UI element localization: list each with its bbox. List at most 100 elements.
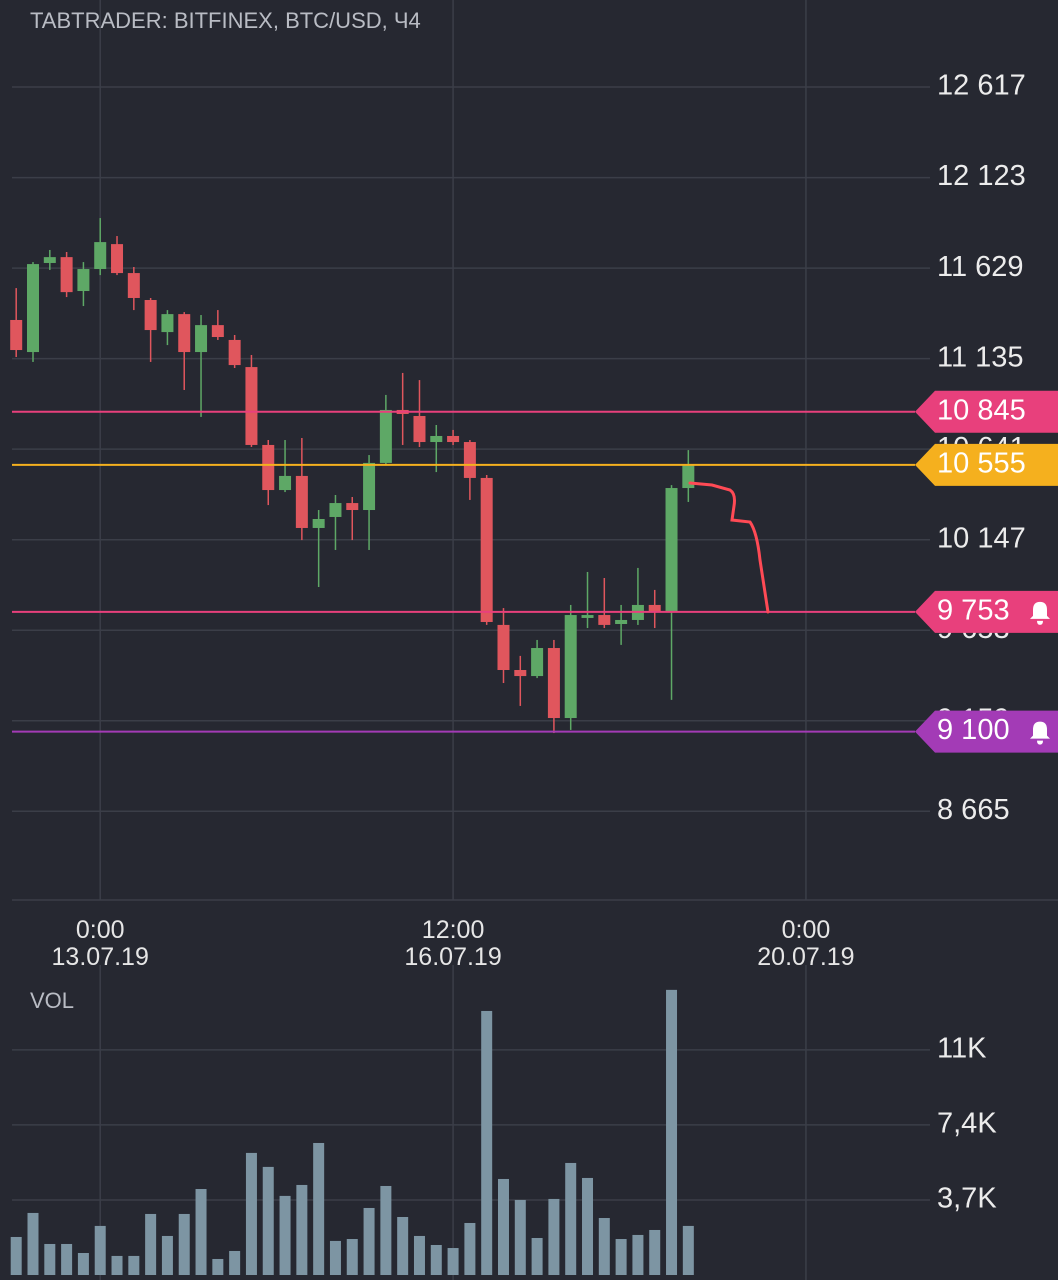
volume-bar <box>615 1239 627 1275</box>
candle-body <box>531 648 544 677</box>
candle-body <box>581 615 594 618</box>
volume-bar <box>111 1255 123 1275</box>
y-tick-label: 12 617 <box>937 70 1026 102</box>
drawn-annotation <box>688 481 770 614</box>
candle-body <box>27 264 40 353</box>
candle-body <box>178 314 191 353</box>
price-badge-label: 10 555 <box>937 448 1026 480</box>
candle-body <box>245 367 258 445</box>
candle-body <box>60 257 73 293</box>
candle-body <box>144 300 157 331</box>
price-badge <box>915 443 1058 486</box>
volume-bar <box>245 1152 257 1275</box>
x-tick-label: 12:00 16.07.19 <box>404 916 502 971</box>
y-tick-label: 3,7K <box>937 1183 997 1215</box>
price-badge <box>915 590 1058 633</box>
price-badge <box>915 710 1058 753</box>
candle-body <box>480 477 493 622</box>
volume-bar <box>649 1229 661 1275</box>
volume-bar <box>582 1177 594 1275</box>
candle-body <box>295 475 308 528</box>
chart-title: TABTRADER: BITFINEX, BTC/USD, Ч4 <box>30 8 421 33</box>
price-badge <box>915 390 1058 433</box>
price-badge-label: 9 100 <box>937 714 1010 746</box>
volume-bar <box>497 1178 509 1275</box>
candle-body <box>497 624 510 671</box>
volume-bar <box>682 1225 694 1275</box>
x-tick-label: 0:00 20.07.19 <box>757 916 855 971</box>
y-tick-label: 12 123 <box>937 160 1026 192</box>
candle-body <box>346 503 359 511</box>
volume-bar <box>464 1222 476 1275</box>
candle-body <box>127 273 140 298</box>
volume-bar <box>229 1250 241 1275</box>
candle-body <box>94 242 107 270</box>
candle-body <box>77 269 90 292</box>
volume-bar <box>346 1239 358 1275</box>
candle-body <box>379 409 392 463</box>
volume-bar <box>481 1010 493 1275</box>
volume-bar <box>565 1162 577 1275</box>
volume-bar <box>262 1166 274 1275</box>
candle-body <box>514 670 527 677</box>
y-tick-label: 11 135 <box>937 341 1024 373</box>
candle-body <box>228 339 241 366</box>
volume-bar <box>413 1235 425 1275</box>
volume-bar <box>77 1252 89 1275</box>
y-tick-label: 11K <box>937 1033 987 1065</box>
candle-body <box>10 319 23 351</box>
volume-bar <box>161 1235 173 1275</box>
volume-bar <box>313 1142 325 1275</box>
volume-bar <box>128 1255 140 1275</box>
candle-body <box>161 314 174 333</box>
candle-body <box>262 444 275 491</box>
volume-bar <box>666 989 678 1275</box>
volume-bar <box>94 1225 106 1275</box>
volume-bar <box>61 1243 73 1275</box>
volume-bar <box>514 1199 526 1275</box>
candle-body <box>43 257 56 263</box>
volume-bar <box>279 1195 291 1275</box>
volume-bar <box>329 1240 341 1275</box>
candle-body <box>329 503 342 517</box>
volume-bar <box>296 1184 308 1275</box>
volume-bar <box>548 1198 560 1275</box>
y-tick-label: 11 629 <box>937 251 1024 283</box>
volume-bar <box>531 1237 543 1275</box>
alert-bell <box>1030 601 1050 625</box>
y-tick-label: 10 147 <box>937 522 1026 554</box>
candle-body <box>463 442 476 478</box>
volume-bar <box>430 1244 442 1275</box>
candle-body <box>547 648 560 719</box>
y-tick-label: 8 665 <box>937 794 1010 826</box>
volume-bar <box>178 1213 190 1275</box>
candle-body <box>195 325 208 353</box>
x-tick-label: 0:00 13.07.19 <box>51 916 149 971</box>
volume-bar <box>27 1212 39 1275</box>
candle-body <box>648 604 661 612</box>
candle-body <box>564 615 577 719</box>
volume-bar <box>380 1185 392 1275</box>
volume-bar <box>195 1189 207 1275</box>
candle-body <box>615 619 628 625</box>
candle-body <box>111 244 124 274</box>
volume-bar <box>10 1236 22 1275</box>
candle-body <box>598 615 611 625</box>
volume-bar <box>632 1234 644 1275</box>
volume-bar <box>363 1207 375 1275</box>
volume-bar <box>447 1248 459 1275</box>
volume-bar <box>145 1213 157 1275</box>
candle-body <box>447 435 460 443</box>
volume-bar <box>598 1218 610 1275</box>
candle-body <box>312 518 325 528</box>
candle-body <box>211 325 224 338</box>
price-badge-label: 10 845 <box>937 394 1026 426</box>
volume-bar <box>212 1258 224 1275</box>
volume-bar <box>397 1217 409 1275</box>
y-tick-label: 7,4K <box>937 1108 997 1140</box>
marks <box>10 218 915 1275</box>
